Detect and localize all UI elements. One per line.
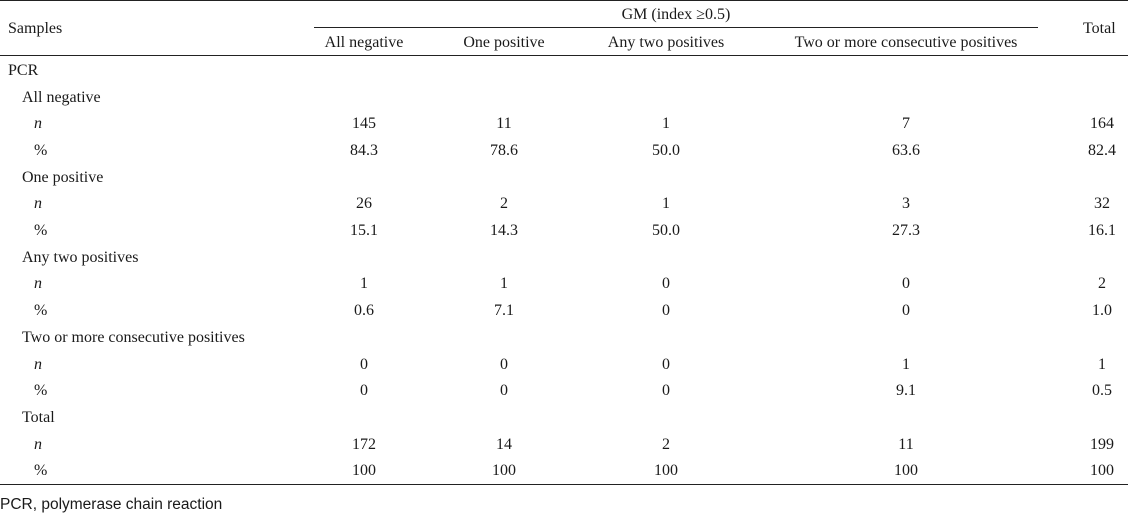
table-cell: 14.3 — [490, 222, 518, 239]
group-label: Total — [22, 408, 55, 426]
table-cell: 0.5 — [1092, 382, 1112, 400]
table-cell: 11 — [898, 435, 914, 453]
row-label: n — [34, 435, 42, 453]
table-cell: 1.0 — [1092, 302, 1112, 320]
table-cell: 1 — [500, 275, 508, 293]
table-cell: 26 — [356, 195, 372, 213]
gm-group-header: GM (index ≥0.5) — [621, 6, 731, 23]
table-cell: 7.1 — [494, 302, 514, 320]
table-cell: 2 — [500, 195, 508, 213]
row-label: n — [34, 275, 42, 293]
table-cell: 2 — [1098, 275, 1106, 293]
table-cell: 11 — [496, 115, 512, 133]
table-cell: 63.6 — [892, 141, 920, 159]
samples-header: Samples — [8, 20, 63, 37]
table-cell: 9.1 — [896, 382, 916, 400]
footnote: PCR, polymerase chain reaction — [0, 496, 223, 513]
row-label: n — [34, 115, 42, 133]
table-cell: 2 — [662, 435, 670, 453]
table-cell: 199 — [1090, 435, 1114, 453]
header-rule — [0, 55, 1128, 56]
table-cell: 0.6 — [354, 302, 374, 320]
table-cell: 0 — [360, 355, 368, 373]
row-label: % — [34, 462, 48, 480]
table-cell: 100 — [492, 462, 516, 480]
group-underline — [314, 27, 1038, 28]
row-label: % — [34, 302, 48, 320]
group-label: Two or more consecutive positives — [22, 328, 245, 346]
table-cell: 0 — [360, 382, 368, 400]
table-cell: 100 — [654, 462, 678, 480]
table-cell: 100 — [1090, 462, 1114, 480]
table-cell: 84.3 — [350, 141, 378, 159]
col-header-two-consecutive: Two or more consecutive positives — [794, 34, 1018, 51]
section-label: PCR — [8, 62, 39, 79]
row-label: % — [34, 222, 48, 239]
table-cell: 14 — [496, 435, 512, 453]
table-cell: 50.0 — [652, 222, 680, 239]
col-header-any-two: Any two positives — [607, 34, 725, 51]
row-label: n — [34, 355, 42, 373]
table-cell: 172 — [352, 435, 376, 453]
table-cell: 0 — [662, 275, 670, 293]
table-cell: 0 — [662, 302, 670, 320]
table-cell: 27.3 — [892, 222, 920, 239]
table-cell: 50.0 — [652, 141, 680, 159]
col-header-one-positive: One positive — [463, 34, 545, 51]
table-cell: 32 — [1094, 195, 1110, 213]
table-cell: 78.6 — [490, 141, 518, 159]
col-header-all-negative: All negative — [324, 34, 404, 51]
row-label: % — [34, 141, 48, 159]
row-label: % — [34, 382, 48, 400]
table-cell: 100 — [894, 462, 918, 480]
top-rule — [0, 0, 1128, 1]
table-cell: 0 — [500, 382, 508, 400]
table-cell: 145 — [352, 115, 376, 133]
table-cell: 7 — [902, 115, 910, 133]
table-cell: 1 — [1098, 355, 1106, 373]
table-cell: 1 — [662, 115, 670, 133]
total-header: Total — [1083, 20, 1116, 37]
row-label: n — [34, 195, 42, 213]
table-cell: 3 — [902, 195, 910, 213]
table-cell: 1 — [662, 195, 670, 213]
table-cell: 1 — [902, 355, 910, 373]
table-cell: 82.4 — [1088, 141, 1116, 159]
table-cell: 0 — [662, 355, 670, 373]
table-cell: 15.1 — [350, 222, 378, 239]
table-cell: 0 — [902, 302, 910, 320]
table-cell: 0 — [500, 355, 508, 373]
table-cell: 16.1 — [1088, 222, 1116, 239]
table-cell: 0 — [662, 382, 670, 400]
table-cell: 0 — [902, 275, 910, 293]
group-label: One positive — [22, 168, 104, 186]
group-label: Any two positives — [22, 248, 139, 266]
table-cell: 1 — [360, 275, 368, 293]
group-label: All negative — [22, 88, 101, 106]
bottom-rule — [0, 484, 1128, 485]
table-cell: 164 — [1090, 115, 1114, 133]
table-cell: 100 — [352, 462, 376, 480]
